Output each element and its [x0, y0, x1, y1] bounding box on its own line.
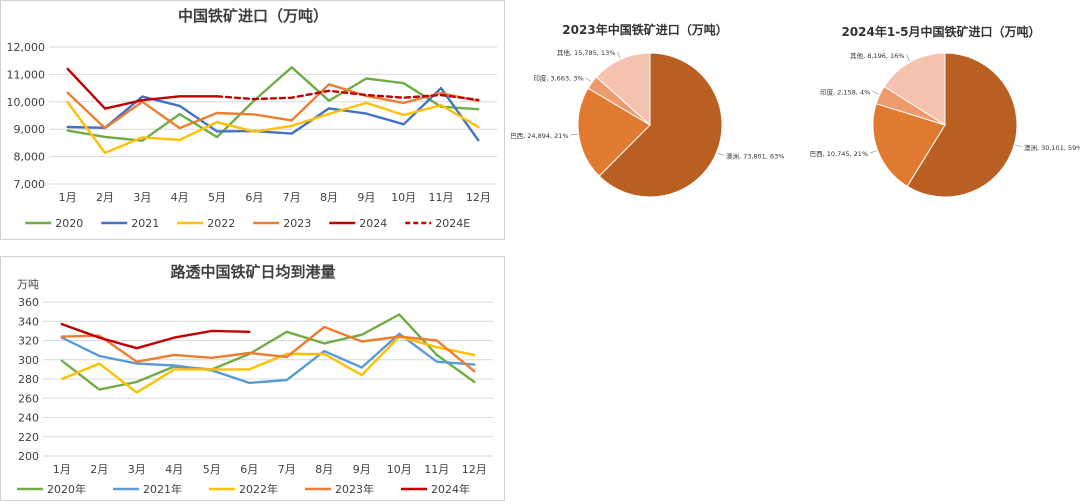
x-tick-label: 6月: [240, 463, 258, 476]
pie-slice-澳洲: [906, 52, 1018, 198]
slice-label: 印度, 2,158, 4%: [820, 87, 870, 96]
x-tick-label: 3月: [128, 463, 146, 476]
series-line-2024E: [215, 89, 480, 102]
y-tick-label: 9,000: [14, 123, 46, 136]
leader-line: [906, 54, 911, 62]
y-tick-label: 280: [18, 373, 39, 386]
y-tick-label: 7,000: [14, 178, 46, 191]
x-tick-label: 8月: [315, 463, 333, 476]
y-axis-label: 万吨: [17, 278, 39, 291]
y-tick-label: 240: [18, 412, 39, 425]
legend-label: 2024年: [431, 482, 470, 496]
leader-line: [585, 77, 592, 83]
x-tick-label: 3月: [133, 191, 151, 204]
slice-label: 其他, 8,196, 16%: [850, 51, 904, 60]
leader-line: [717, 152, 725, 156]
legend-label: 2022年: [239, 482, 278, 496]
legend-label: 2022: [207, 217, 235, 230]
slice-label: 巴西, 10,745, 21%: [810, 150, 868, 158]
slice-label: 其他, 15,785, 13%: [557, 48, 615, 57]
x-tick-label: 10月: [387, 463, 412, 476]
x-tick-label: 2月: [90, 463, 108, 476]
x-tick-label: 7月: [278, 463, 296, 476]
y-tick-label: 300: [18, 354, 39, 367]
slice-label: 澳洲, 73,801, 63%: [726, 152, 784, 161]
y-tick-label: 340: [18, 315, 39, 328]
leader-line: [1015, 144, 1023, 148]
x-tick-label: 5月: [203, 463, 221, 476]
pie-slice-其他: [883, 52, 946, 126]
y-tick-label: 8,000: [14, 151, 46, 164]
pie-2023-panel: 2023年中国铁矿进口（万吨） 澳洲, 73,801, 63% 巴西, 24,894…: [505, 14, 790, 204]
x-tick-label: 8月: [320, 191, 338, 204]
x-tick-label: 1月: [53, 463, 71, 476]
x-tick-label: 7月: [283, 191, 301, 204]
x-tick-label: 11月: [429, 191, 454, 204]
legend-label: 2020: [55, 217, 83, 230]
pie-2024-panel: 2024年1-5月中国铁矿进口（万吨） 澳洲, 30,101, 59% 巴西, 10…: [795, 14, 1080, 204]
pie-2024-chart: 2024年1-5月中国铁矿进口（万吨） 澳洲, 30,101, 59% 巴西, 10…: [810, 24, 1080, 198]
x-tick-label: 5月: [208, 191, 226, 204]
leader-line: [872, 91, 879, 95]
x-tick-label: 1月: [59, 191, 77, 204]
x-tick-label: 9月: [353, 463, 371, 476]
imports-line-chart: 中国铁矿进口（万吨） 7,000 8,000 9,000 10,000 11,000 12,…: [7, 7, 497, 230]
x-tick-label: 10月: [391, 191, 416, 204]
pie-slice-巴西: [577, 87, 651, 177]
x-tick-label: 11月: [424, 463, 449, 476]
leader-line: [617, 51, 621, 59]
y-tick-label: 10,000: [7, 96, 46, 109]
y-tick-label: 200: [18, 450, 39, 463]
x-tick-label: 12月: [466, 191, 491, 204]
x-tick-label: 2月: [96, 191, 114, 204]
x-tick-label: 4月: [171, 191, 189, 204]
pie-slice-澳洲: [598, 52, 723, 198]
chart-title: 中国铁矿进口（万吨）: [178, 7, 328, 25]
series-line-2024: [66, 67, 219, 110]
x-tick-label: 9月: [357, 191, 375, 204]
leader-line: [869, 150, 877, 154]
y-tick-label: 11,000: [7, 68, 46, 81]
legend-label: 2024E: [435, 217, 470, 230]
y-tick-label: 260: [18, 392, 39, 405]
y-tick-label: 12,000: [7, 41, 46, 54]
legend-label: 2021年: [143, 482, 182, 496]
chart-title: 2024年1-5月中国铁矿进口（万吨）: [841, 24, 1040, 39]
pie-2023-chart: 2023年中国铁矿进口（万吨） 澳洲, 73,801, 63% 巴西, 24,894…: [510, 22, 784, 198]
legend-label: 2024: [359, 217, 387, 230]
x-tick-label: 6月: [245, 191, 263, 204]
y-tick-label: 220: [18, 431, 39, 444]
leader-line: [570, 133, 578, 136]
legend-label: 2023: [283, 217, 311, 230]
slice-label: 澳洲, 30,101, 59%: [1024, 143, 1080, 152]
pie-slice-巴西: [872, 103, 946, 187]
series-line-2022: [66, 101, 480, 154]
imports-line-chart-panel: 中国铁矿进口（万吨） 7,000 8,000 9,000 10,000 11,000 12,…: [0, 0, 505, 240]
y-tick-label: 360: [18, 296, 39, 309]
x-tick-label: 4月: [165, 463, 183, 476]
series-line-2020年: [60, 313, 476, 391]
series-line-2023年: [60, 325, 476, 373]
arrivals-line-chart-panel: 路透中国铁矿日均到港量万吨 200 220 240 260 280 300 320 340 360…: [0, 256, 505, 501]
legend-label: 2023年: [335, 482, 374, 496]
pie-slice-其他: [595, 52, 651, 127]
x-tick-label: 12月: [462, 463, 487, 476]
series-line-2024年: [60, 322, 251, 350]
legend-label: 2020年: [47, 482, 86, 496]
legend-label: 2021: [131, 217, 159, 230]
slice-label: 印度, 3,663, 3%: [533, 74, 583, 83]
series-line-2023: [66, 83, 480, 130]
chart-title: 2023年中国铁矿进口（万吨）: [562, 22, 727, 37]
chart-title: 路透中国铁矿日均到港量: [170, 263, 335, 281]
y-tick-label: 320: [18, 335, 39, 348]
slice-label: 巴西, 24,894, 21%: [510, 132, 568, 140]
